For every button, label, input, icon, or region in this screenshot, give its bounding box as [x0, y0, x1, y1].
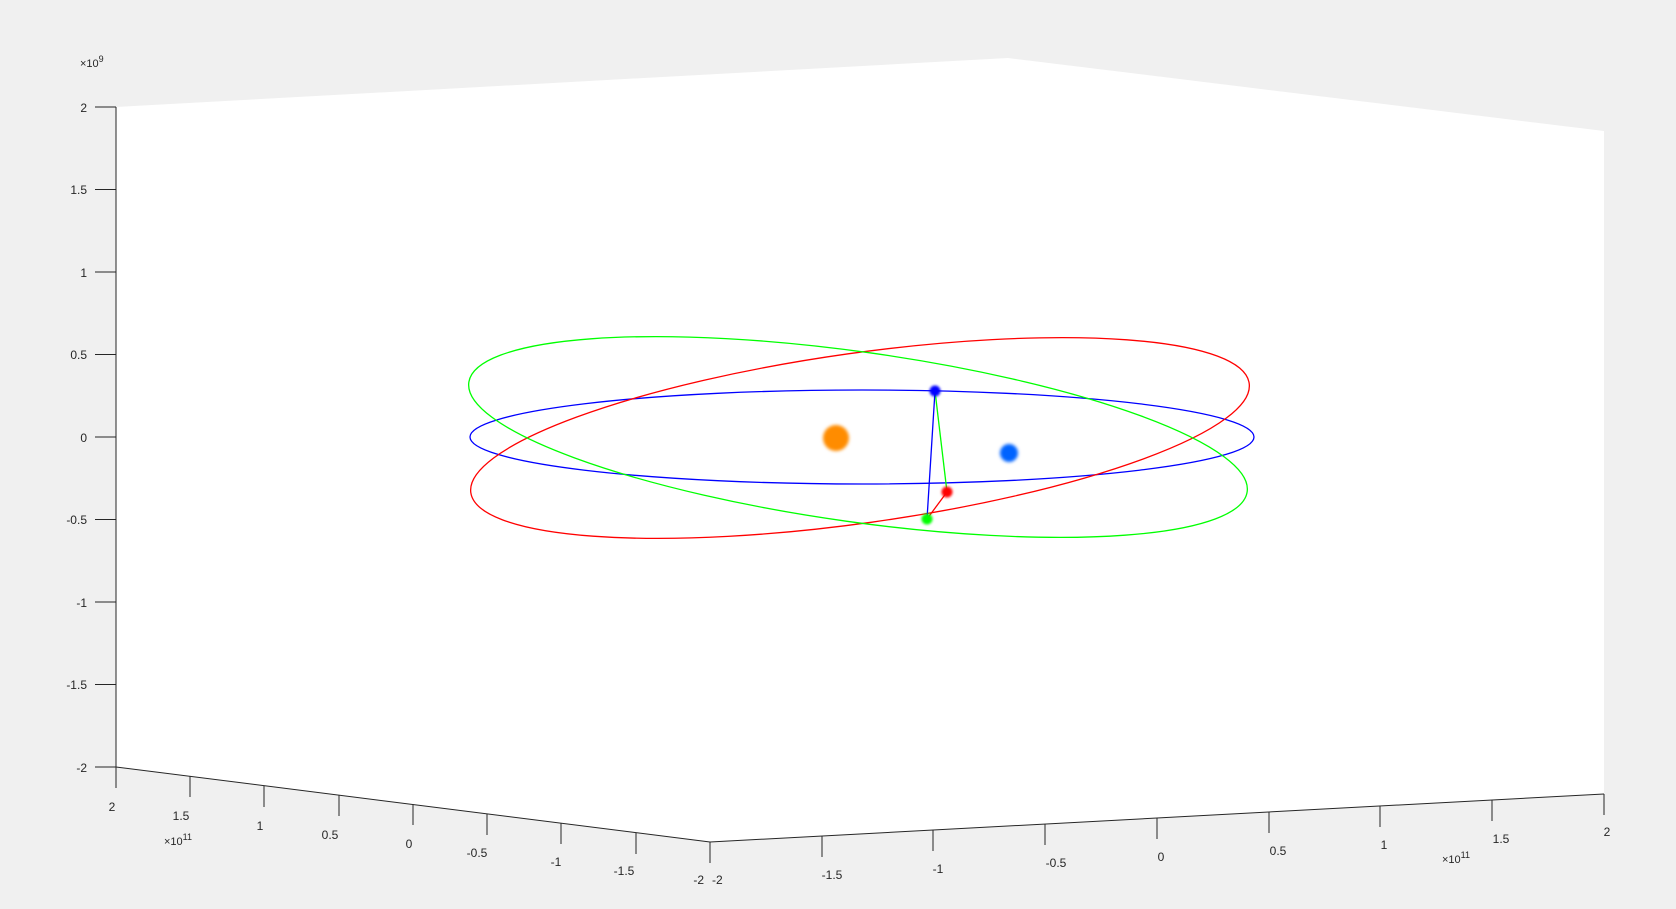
- right-floor-exponent-label: ×1011: [1442, 850, 1470, 866]
- z-tick: -1: [76, 596, 116, 610]
- z-tick: 0.5: [70, 348, 116, 362]
- earth-marker: [1000, 444, 1018, 462]
- orbit-line: [469, 336, 1251, 540]
- right-floor-tick-label: 1: [1381, 838, 1388, 852]
- left-floor-axis: 2 1.5 1 0.5 0 -0.5 -1 -1.5 -2 ×1011: [109, 767, 711, 887]
- right-floor-tick: -1: [932, 830, 944, 876]
- z-exponent-label: ×109: [80, 54, 104, 70]
- right-floor-tick: 0.5: [1268, 812, 1287, 858]
- left-floor-tick: -1: [551, 823, 562, 869]
- plot-data: [467, 335, 1255, 540]
- sun-marker: [823, 425, 849, 451]
- triangle-vertex-marker: [941, 486, 953, 498]
- left-floor-tick-label: -1: [551, 855, 562, 869]
- right-floor-tick: 1.5: [1491, 800, 1510, 846]
- z-axis: -2 -1.5 -1 -0.5 0 0.5 1 1.5 2 ×109: [66, 54, 116, 775]
- z-tick-label: -1.5: [66, 678, 87, 692]
- left-floor-exponent-label: ×1011: [164, 832, 192, 848]
- triangle-edge: [926, 390, 936, 520]
- right-floor-tick: -0.5: [1044, 824, 1067, 870]
- right-floor-tick-label: 0.5: [1270, 844, 1287, 858]
- right-floor-axis: -2 -1.5 -1 -0.5 0 0.5 1 1.5 2 ×1011: [709, 794, 1611, 887]
- right-floor-tick-label: -2: [712, 873, 723, 887]
- z-tick-label: -0.5: [66, 513, 87, 527]
- left-floor-tick-label: 0.5: [322, 828, 339, 842]
- right-floor-tick: 2: [1603, 794, 1611, 839]
- left-floor-tick: -0.5: [467, 814, 488, 860]
- z-tick-label: 1.5: [70, 183, 87, 197]
- right-floor-tick-label: 0: [1158, 850, 1165, 864]
- z-tick: -0.5: [66, 513, 116, 527]
- left-floor-tick: -1.5: [614, 833, 637, 878]
- z-tick: 1.5: [70, 183, 116, 197]
- z-tick: 1: [80, 266, 116, 280]
- right-floor-tick-label: 2: [1604, 825, 1611, 839]
- right-floor-tick: -2: [709, 842, 723, 887]
- left-floor-tick: 0.5: [322, 795, 340, 842]
- left-floor-tick-label: 0: [406, 837, 413, 851]
- left-floor-tick-label: 1.5: [173, 809, 190, 823]
- z-tick: 0: [80, 431, 116, 445]
- right-floor-tick: 0: [1156, 818, 1165, 864]
- z-tick: -2: [76, 761, 116, 775]
- left-floor-tick-label: -2: [693, 873, 704, 887]
- triangle-vertex-marker: [929, 385, 941, 397]
- left-floor-tick-label: 2: [109, 800, 116, 814]
- z-tick-label: -1: [76, 596, 87, 610]
- z-tick: 2: [80, 101, 116, 115]
- right-floor-tick: -1.5: [821, 836, 843, 882]
- left-floor-tick: 1.5: [173, 776, 191, 823]
- z-tick-label: 0: [80, 431, 87, 445]
- z-tick-label: -2: [76, 761, 87, 775]
- right-floor-tick-label: -1.5: [822, 868, 843, 882]
- left-floor-tick: 1: [257, 786, 265, 833]
- z-tick-label: 2: [80, 101, 87, 115]
- left-floor-tick-label: -0.5: [467, 846, 488, 860]
- left-floor-tick: 2: [109, 767, 117, 814]
- right-floor-tick-label: 1.5: [1493, 832, 1510, 846]
- orbit-line: [469, 389, 1255, 485]
- right-floor-tick-label: -0.5: [1046, 856, 1067, 870]
- z-tick-label: 1: [80, 266, 87, 280]
- right-floor-tick: 1: [1379, 806, 1388, 852]
- z-tick: -1.5: [66, 678, 116, 692]
- left-floor-tick-label: -1.5: [614, 864, 635, 878]
- axes-background: [116, 58, 1604, 842]
- left-floor-tick: 0: [406, 804, 414, 851]
- triangle-edge: [934, 390, 948, 493]
- triangle-vertex-marker: [921, 513, 933, 525]
- left-floor-tick: -2: [693, 842, 711, 887]
- triangle-edge: [926, 491, 948, 520]
- orbit-line: [467, 335, 1249, 539]
- right-floor-tick-label: -1: [933, 862, 944, 876]
- z-tick-label: 0.5: [70, 348, 87, 362]
- left-floor-tick-label: 1: [257, 819, 264, 833]
